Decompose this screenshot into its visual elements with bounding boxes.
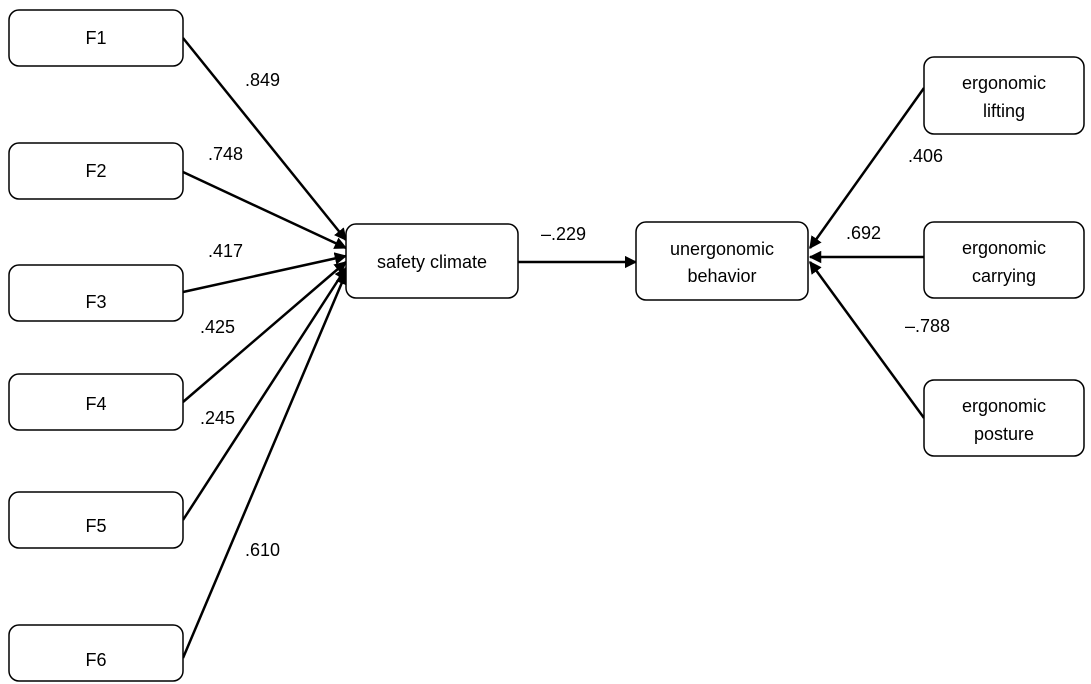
ergonomic-lifting-label-line2: lifting: [983, 101, 1025, 121]
ergonomic-carrying-node: ergonomic carrying: [923, 221, 1085, 299]
ergonomic-posture-label-line1: ergonomic: [962, 396, 1046, 416]
factor-f6-node: F6: [8, 624, 184, 682]
coef-f5: .245: [200, 408, 235, 428]
ergonomic-carrying-label-line1: ergonomic: [962, 238, 1046, 258]
coef-f1: .849: [245, 70, 280, 90]
factor-f5-label: F5: [85, 516, 106, 536]
edge-f3-to-safety-climate: [182, 252, 348, 294]
safety-climate-node: safety climate: [345, 223, 519, 299]
ergonomic-posture-label-line2: posture: [974, 424, 1034, 444]
factor-f1-label: F1: [85, 28, 106, 48]
coef-f4: .425: [200, 317, 235, 337]
safety-climate-label: safety climate: [377, 252, 487, 272]
coef-f2: .748: [208, 144, 243, 164]
factor-f6-label: F6: [85, 650, 106, 670]
factor-f4-label: F4: [85, 394, 106, 414]
coefficients: .849 .748 .417 .425 .245 .610 –.229 .406…: [200, 70, 950, 560]
factor-f2-node: F2: [8, 142, 184, 200]
edges: [181, 37, 926, 659]
edge-f1-to-safety-climate: [182, 37, 347, 241]
factor-f2-label: F2: [85, 161, 106, 181]
edge-f4-to-safety-climate: [182, 261, 347, 403]
factor-f3-label: F3: [85, 292, 106, 312]
factor-f4-node: F4: [8, 373, 184, 431]
coef-f6: .610: [245, 540, 280, 560]
coef-carrying: .692: [846, 223, 881, 243]
unergonomic-behavior-label-line1: unergonomic: [670, 239, 774, 259]
factor-f5-node: F5: [8, 491, 184, 549]
factor-f3-node: F3: [8, 264, 184, 322]
ergonomic-lifting-label-line1: ergonomic: [962, 73, 1046, 93]
coef-safety-to-behavior: –.229: [541, 224, 586, 244]
ergonomic-posture-node: ergonomic posture: [923, 379, 1085, 457]
edge-posture-to-behavior: [808, 260, 926, 419]
edge-lifting-to-behavior: [808, 87, 926, 250]
unergonomic-behavior-node: unergonomic behavior: [635, 221, 809, 301]
coef-lifting: .406: [908, 146, 943, 166]
ergonomic-carrying-label-line2: carrying: [972, 266, 1036, 286]
coef-posture: –.788: [905, 316, 950, 336]
edge-f2-to-safety-climate: [182, 170, 348, 250]
ergonomic-lifting-node: ergonomic lifting: [923, 56, 1085, 135]
factor-f1-node: F1: [8, 9, 184, 67]
edge-f5-to-safety-climate: [181, 266, 348, 521]
unergonomic-behavior-label-line2: behavior: [687, 266, 756, 286]
coef-f3: .417: [208, 241, 243, 261]
edge-f6-to-safety-climate: [181, 271, 348, 659]
